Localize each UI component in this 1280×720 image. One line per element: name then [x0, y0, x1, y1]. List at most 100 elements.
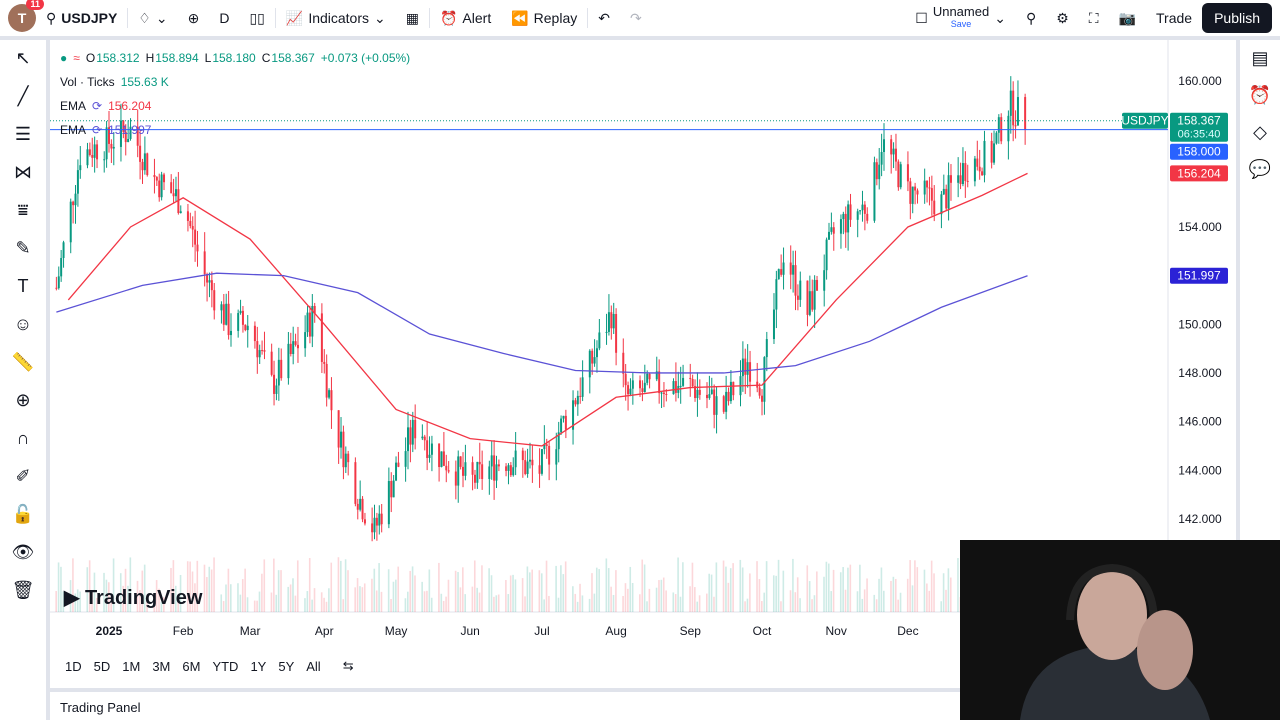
- alert-button[interactable]: ⏰ Alert: [439, 9, 492, 27]
- volume-bar: [375, 590, 378, 612]
- ruler-icon[interactable]: 📏: [11, 352, 35, 372]
- volume-bar: [641, 559, 644, 612]
- layouts-button[interactable]: ▦: [396, 0, 429, 36]
- indicators-button[interactable]: 📈 Indicators ⌄: [285, 9, 386, 27]
- zoom-icon[interactable]: ⊕: [15, 390, 31, 410]
- candle-body: [863, 204, 866, 214]
- fib-icon[interactable]: ⩸: [17, 200, 29, 220]
- volume-bar: [698, 595, 701, 612]
- text-icon[interactable]: T: [17, 276, 29, 296]
- trash-icon[interactable]: 🗑: [11, 580, 35, 600]
- volume-bar: [387, 569, 390, 612]
- volume-bar: [241, 579, 244, 612]
- snapshot-button[interactable]: 📷: [1109, 0, 1146, 36]
- candle-body: [280, 359, 283, 379]
- volume-bar: [629, 566, 632, 612]
- range-1m[interactable]: 1M: [122, 658, 141, 674]
- chat-icon[interactable]: 💬: [1248, 159, 1272, 179]
- candle-body: [308, 312, 311, 337]
- range-3m[interactable]: 3M: [152, 658, 171, 674]
- replay-button[interactable]: ⏪ Replay: [511, 9, 578, 27]
- magnet-icon[interactable]: ∩: [16, 428, 30, 448]
- eye-icon[interactable]: 👁: [11, 542, 35, 562]
- undo-button[interactable]: ↶: [588, 0, 620, 36]
- candle-body: [239, 310, 242, 314]
- candle-body: [514, 450, 517, 468]
- horizontal-lines-icon[interactable]: ☰: [14, 124, 32, 144]
- volume-bar: [682, 562, 684, 612]
- diamond-icon: ♢: [138, 9, 151, 26]
- symbol-search[interactable]: ⚲ USDJPY: [46, 9, 118, 27]
- trade-button[interactable]: Trade: [1156, 10, 1193, 26]
- candle-body: [222, 304, 225, 325]
- volume-bar: [744, 601, 746, 612]
- volume-bar: [237, 583, 239, 612]
- volume-bar: [591, 573, 593, 612]
- lock-icon[interactable]: 🔓: [11, 504, 35, 524]
- publish-button[interactable]: Publish: [1202, 3, 1272, 33]
- brush-icon[interactable]: ✎: [15, 238, 31, 258]
- loading-icon: ⟳: [92, 123, 103, 137]
- candle-body: [899, 164, 902, 188]
- candle-body: [825, 239, 828, 271]
- range-1y[interactable]: 1Y: [250, 658, 267, 674]
- volume-bar: [691, 562, 694, 612]
- pattern-icon[interactable]: ⋈: [14, 162, 32, 182]
- compare-button[interactable]: ♢ ⌄: [128, 0, 177, 36]
- range-1d[interactable]: 1D: [65, 658, 82, 674]
- volume-bar: [311, 599, 313, 612]
- emoji-icon[interactable]: ☺: [13, 314, 33, 334]
- volume-bar: [875, 599, 878, 612]
- quick-search-button[interactable]: ⚲: [1016, 0, 1046, 36]
- chart-type-button[interactable]: ▯▯: [239, 0, 274, 36]
- volume-bar: [139, 590, 141, 612]
- volume-bar: [827, 563, 830, 612]
- volume-bar: [672, 592, 675, 612]
- watchlist-icon[interactable]: ▤: [1251, 48, 1269, 68]
- range-5y[interactable]: 5Y: [278, 658, 295, 674]
- volume-bar: [514, 579, 517, 612]
- volume-bar: [108, 582, 110, 612]
- add-symbol-button[interactable]: ⊕: [178, 0, 210, 36]
- ema-fast-tag-label: 156.204: [1177, 166, 1221, 180]
- trend-line-icon[interactable]: ╱: [17, 86, 29, 106]
- volume-bar: [397, 566, 400, 612]
- range-6m[interactable]: 6M: [182, 658, 201, 674]
- range-all[interactable]: All: [306, 658, 321, 674]
- alarm-clock-icon[interactable]: ⏰: [1248, 85, 1272, 105]
- range-5d[interactable]: 5D: [93, 658, 111, 674]
- range-ytd[interactable]: YTD: [212, 658, 239, 674]
- date-range-icon[interactable]: ⇆: [342, 658, 354, 673]
- volume-bar: [330, 562, 333, 612]
- volume-bar: [538, 570, 541, 612]
- cursor-icon[interactable]: ↖: [15, 48, 31, 68]
- candle-body: [471, 462, 474, 475]
- candle-body: [160, 174, 163, 198]
- candle-body: [430, 443, 433, 455]
- layout-menu[interactable]: ☐ Unnamed Save ⌄: [915, 4, 1006, 29]
- user-avatar[interactable]: T 11: [8, 0, 44, 32]
- candle-body: [777, 269, 780, 280]
- pencil-lock-icon[interactable]: ✐: [15, 466, 31, 486]
- volume-bar: [129, 557, 132, 612]
- volume-bar: [758, 579, 761, 612]
- volume-bar: [127, 585, 129, 612]
- interval-button[interactable]: D: [219, 10, 230, 26]
- fullscreen-button[interactable]: ⛶: [1079, 0, 1109, 36]
- ema-slow-tag-label: 151.997: [1177, 269, 1221, 283]
- hline-price-tag-label: 158.000: [1177, 145, 1221, 159]
- candle-body: [708, 394, 711, 399]
- presenter-video: [960, 540, 1280, 720]
- layers-icon[interactable]: ◇: [1253, 122, 1267, 142]
- ema-fast-tag: [1170, 165, 1228, 182]
- volume-bar: [170, 567, 172, 612]
- redo-button[interactable]: ↷: [620, 0, 652, 36]
- volume-bar: [756, 561, 758, 612]
- volume-bar: [648, 588, 651, 612]
- candle-body: [411, 419, 414, 445]
- ema-fast-line: [67, 172, 1028, 447]
- candle-body: [330, 390, 333, 411]
- candle-body: [127, 138, 130, 143]
- candle-body: [531, 459, 534, 466]
- settings-button[interactable]: ⚙: [1046, 0, 1079, 36]
